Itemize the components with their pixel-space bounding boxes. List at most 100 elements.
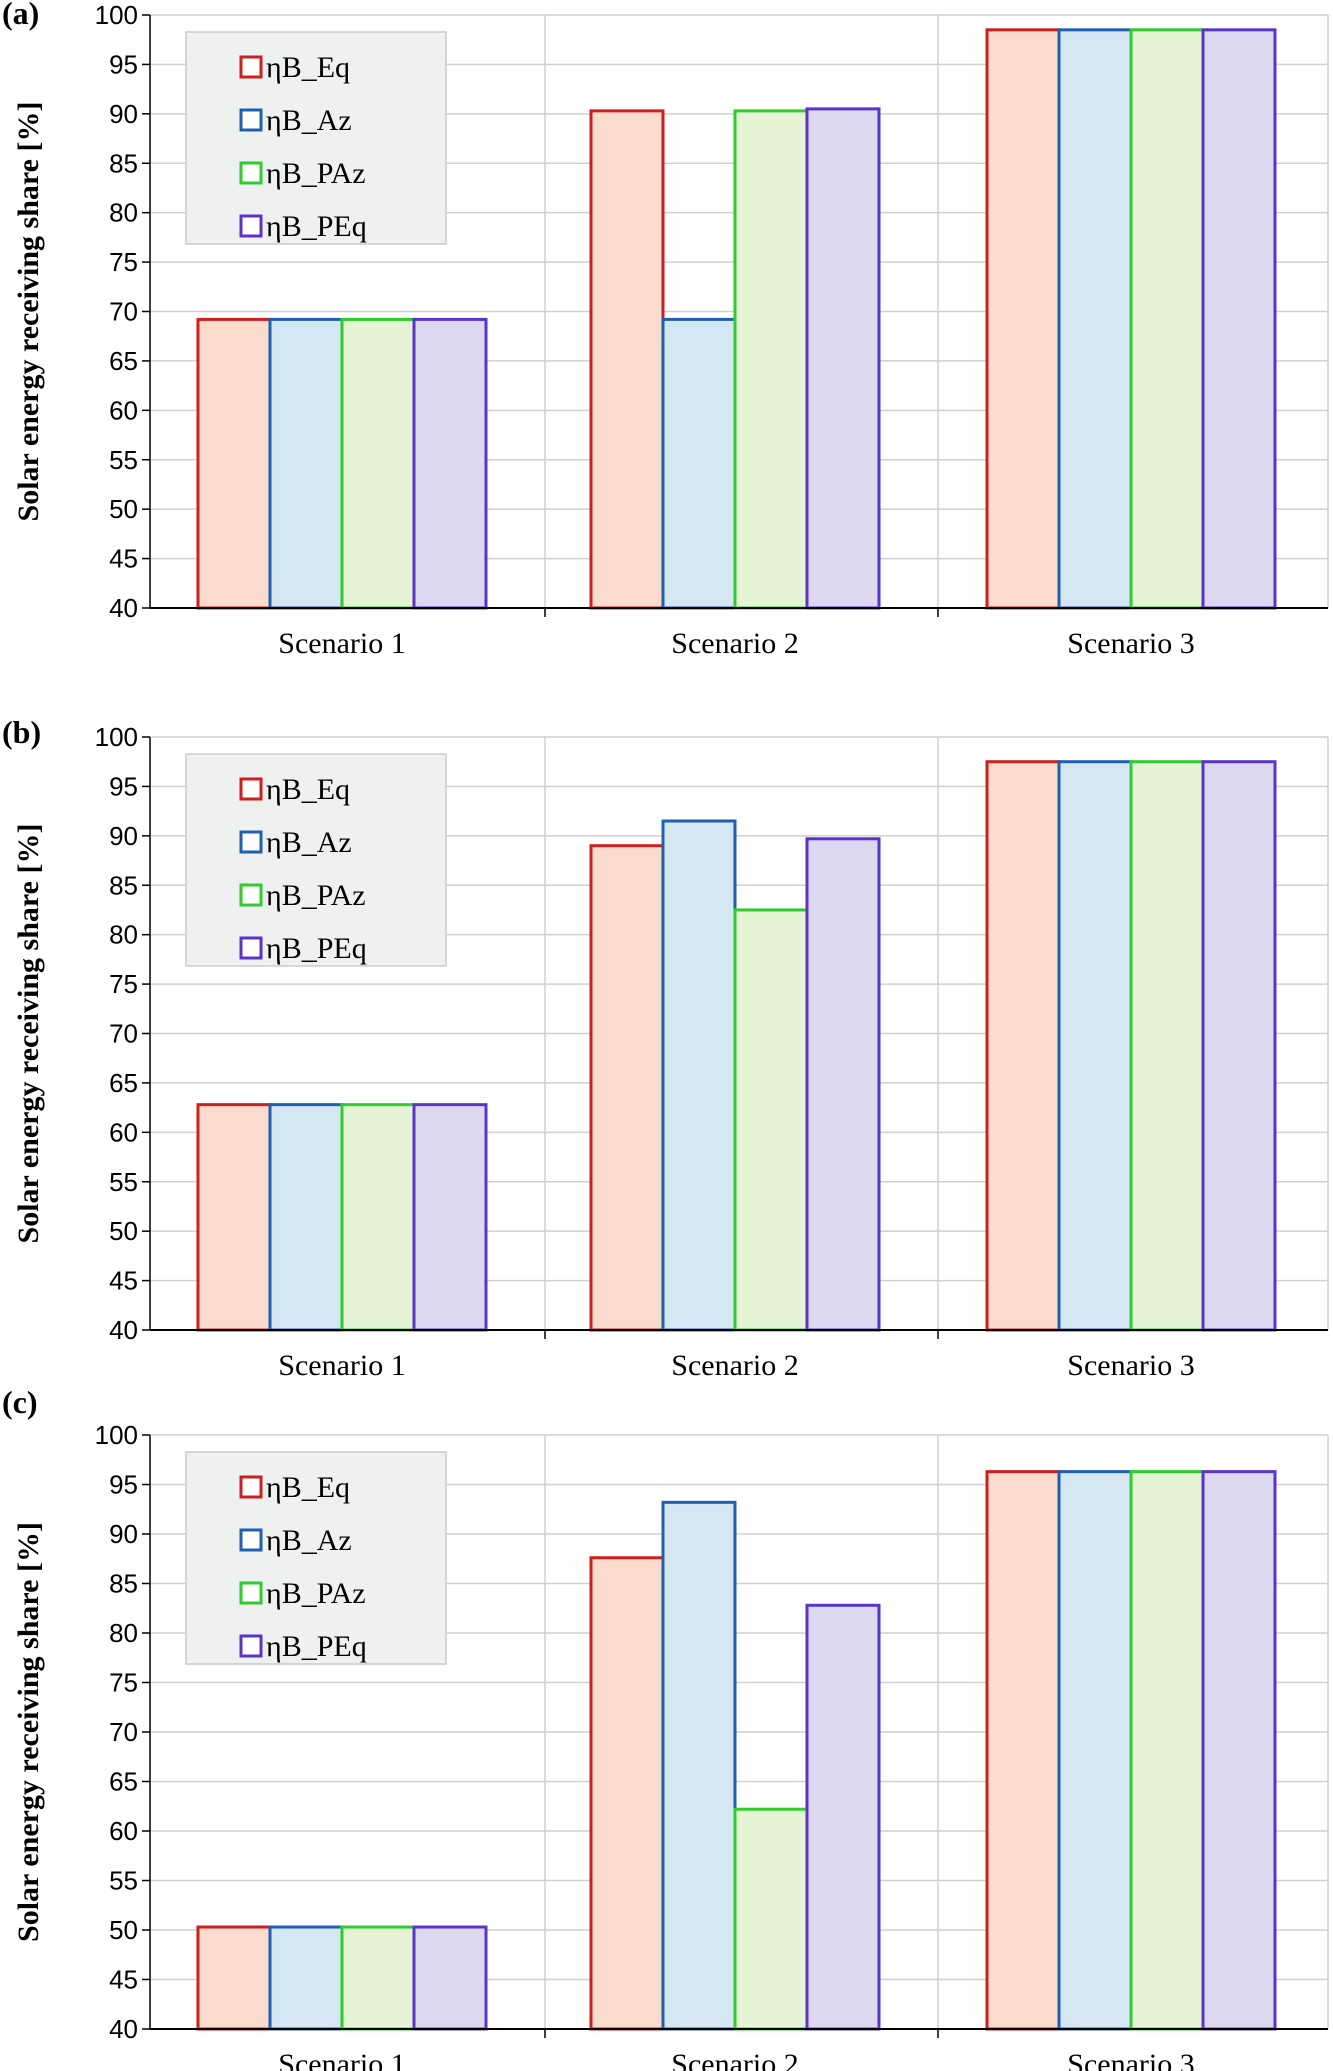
bar-bpeq-2 — [805, 107, 881, 610]
y-tick-label: 55 — [109, 445, 138, 475]
bar-beq-3 — [985, 28, 1061, 610]
bar-beq-3 — [985, 1470, 1061, 2031]
bar-bpeq-1 — [412, 317, 488, 610]
bar-bpaz-2 — [733, 908, 809, 1332]
bar-bpeq-3 — [1201, 760, 1277, 1332]
legend-label: ηB_Eq — [266, 773, 350, 806]
legend-swatch — [239, 1634, 263, 1658]
legend-label: ηB_Az — [266, 826, 352, 859]
bar-baz-2 — [661, 317, 737, 610]
legend-label: ηB_PAz — [266, 157, 366, 190]
bar-bpaz-1 — [340, 317, 416, 610]
legend-swatch — [239, 161, 263, 185]
legend-swatch — [239, 830, 263, 854]
chart-panel-3: (c) 40 45 50 55 60 65 70 75 80 85 90 95 100 Scenario 1… — [2, 1384, 1329, 2071]
bar-bpaz-1 — [340, 1103, 416, 1332]
y-tick-label: 80 — [109, 198, 138, 228]
legend-label: ηB_PAz — [266, 879, 366, 912]
legend-swatch — [239, 777, 263, 801]
y-tick-label: 50 — [109, 1216, 138, 1246]
bar-bpeq-3 — [1201, 28, 1277, 610]
legend-swatch — [239, 936, 263, 960]
bar-bpeq-1 — [412, 1925, 488, 2031]
x-tick-label: Scenario 2 — [671, 1349, 798, 1382]
legend-swatch — [239, 1581, 263, 1605]
y-tick-label: 90 — [109, 1519, 138, 1549]
bar-baz-1 — [268, 1925, 344, 2031]
legend-label: ηB_Eq — [266, 1471, 350, 1504]
legend-label: ηB_PEq — [266, 210, 367, 243]
bar-beq-3 — [985, 760, 1061, 1332]
x-tick-label: Scenario 3 — [1067, 627, 1194, 660]
y-tick-label: 95 — [109, 771, 138, 801]
y-tick-label: 95 — [109, 49, 138, 79]
y-tick-label: 65 — [109, 346, 138, 376]
legend: ηB_Eq ηB_Az ηB_PAz ηB_PEq — [185, 31, 447, 245]
bar-baz-3 — [1057, 28, 1133, 610]
bar-baz-1 — [268, 317, 344, 610]
y-tick-label: 50 — [109, 494, 138, 524]
y-tick-label: 85 — [109, 148, 138, 178]
legend-box — [185, 1451, 447, 1665]
bar-bpeq-3 — [1201, 1470, 1277, 2031]
bar-bpeq-2 — [805, 1603, 881, 2031]
bar-bpeq-1 — [412, 1103, 488, 1332]
y-tick-label: 65 — [109, 1068, 138, 1098]
x-tick-label: Scenario 3 — [1067, 1349, 1194, 1382]
x-tick-label: Scenario 1 — [278, 1349, 405, 1382]
y-axis-label: Solar energy receiving share [%] — [12, 102, 45, 522]
y-tick-label: 90 — [109, 99, 138, 129]
y-tick-label: 70 — [109, 1019, 138, 1049]
legend-swatch — [239, 1475, 263, 1499]
bar-bpaz-2 — [733, 109, 809, 610]
legend-swatch — [239, 108, 263, 132]
panel-label: (c) — [2, 1384, 38, 1420]
y-tick-label: 75 — [109, 969, 138, 999]
y-tick-label: 65 — [109, 1767, 138, 1797]
y-tick-label: 70 — [109, 297, 138, 327]
x-tick-label: Scenario 1 — [278, 2048, 405, 2071]
y-tick-label: 45 — [109, 544, 138, 574]
legend-swatch — [239, 214, 263, 238]
bar-bpeq-2 — [805, 837, 881, 1332]
y-tick-label: 95 — [109, 1470, 138, 1500]
legend-label: ηB_PAz — [266, 1577, 366, 1610]
bar-bpaz-2 — [733, 1807, 809, 2031]
bar-beq-2 — [589, 109, 665, 610]
x-tick-label: Scenario 2 — [671, 2048, 798, 2071]
y-tick-label: 40 — [109, 2014, 138, 2044]
bar-beq-2 — [589, 844, 665, 1332]
bar-bpaz-3 — [1129, 760, 1205, 1332]
y-tick-label: 60 — [109, 1816, 138, 1846]
y-tick-label: 100 — [95, 0, 138, 30]
bar-bpaz-3 — [1129, 1470, 1205, 2031]
legend-box — [185, 31, 447, 245]
bar-bpaz-1 — [340, 1925, 416, 2031]
legend-swatch — [239, 1528, 263, 1552]
legend: ηB_Eq ηB_Az ηB_PAz ηB_PEq — [185, 753, 447, 967]
bar-baz-3 — [1057, 760, 1133, 1332]
legend-label: ηB_Az — [266, 104, 352, 137]
legend-swatch — [239, 55, 263, 79]
y-tick-label: 85 — [109, 870, 138, 900]
bar-baz-2 — [661, 1500, 737, 2031]
legend-label: ηB_PEq — [266, 1630, 367, 1663]
y-tick-label: 55 — [109, 1167, 138, 1197]
panel-label: (a) — [2, 0, 39, 31]
bar-beq-1 — [196, 1925, 272, 2031]
bar-baz-2 — [661, 819, 737, 1332]
y-tick-label: 70 — [109, 1717, 138, 1747]
bar-beq-1 — [196, 1103, 272, 1332]
y-axis-label: Solar energy receiving share [%] — [12, 1522, 45, 1942]
y-tick-label: 45 — [109, 1965, 138, 1995]
y-tick-label: 60 — [109, 395, 138, 425]
bar-bpaz-3 — [1129, 28, 1205, 610]
y-tick-label: 50 — [109, 1915, 138, 1945]
x-tick-label: Scenario 1 — [278, 627, 405, 660]
y-tick-label: 75 — [109, 1668, 138, 1698]
bar-baz-1 — [268, 1103, 344, 1332]
chart-panel-1: (a) 40 45 50 55 60 65 70 75 80 85 90 95 100 Scenario 1… — [2, 0, 1329, 660]
y-tick-label: 80 — [109, 1618, 138, 1648]
y-tick-label: 90 — [109, 821, 138, 851]
legend-label: ηB_PEq — [266, 932, 367, 965]
